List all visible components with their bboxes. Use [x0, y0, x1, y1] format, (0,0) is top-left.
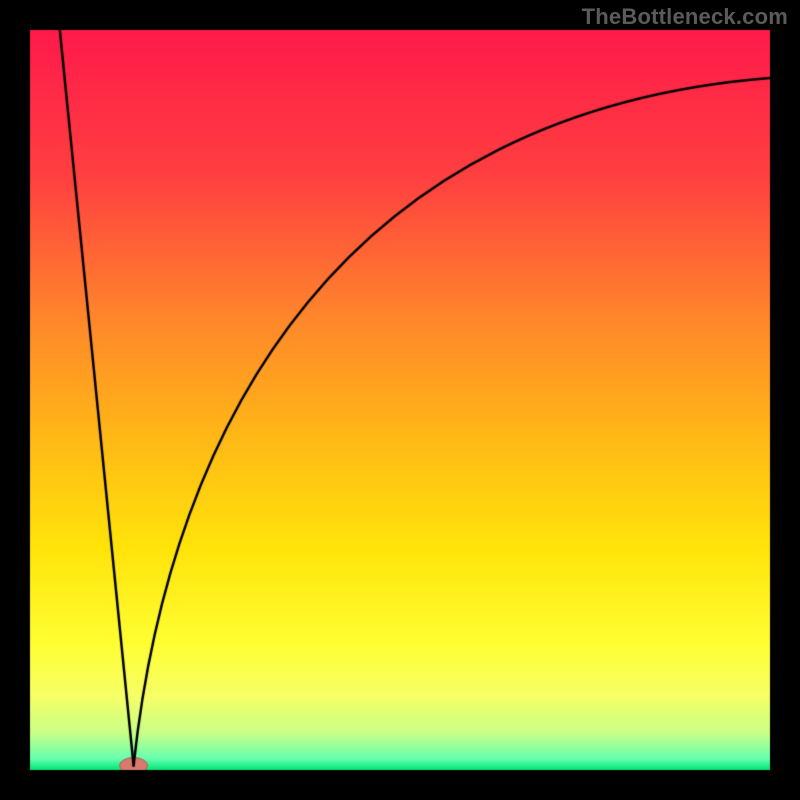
bottleneck-chart-canvas	[0, 0, 800, 800]
chart-container: TheBottleneck.com	[0, 0, 800, 800]
watermark-text: TheBottleneck.com	[582, 4, 788, 30]
